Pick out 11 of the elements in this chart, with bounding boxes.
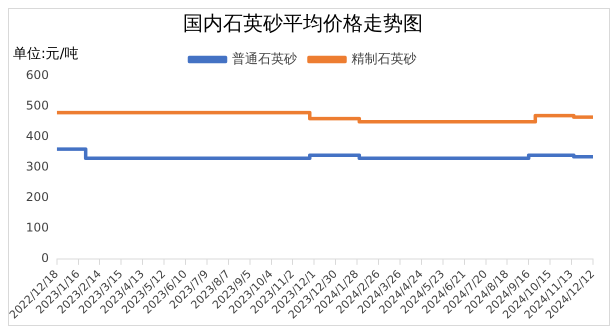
y-tick-label: 300: [26, 160, 49, 174]
y-tick-label: 400: [26, 129, 49, 144]
y-tick-label: 100: [26, 220, 49, 234]
y-tick-label: 600: [26, 68, 49, 82]
chart-title: 国内石英砂平均价格走势图: [183, 11, 423, 36]
y-tick-label: 500: [26, 98, 49, 113]
y-tick-label: 0: [41, 250, 49, 265]
y-tick-label: 200: [26, 190, 49, 204]
legend-label: 普通石英砂: [232, 50, 297, 67]
y-axis-title: 单位:元/吨: [13, 46, 78, 62]
legend-label: 精制石英砂: [352, 52, 416, 67]
